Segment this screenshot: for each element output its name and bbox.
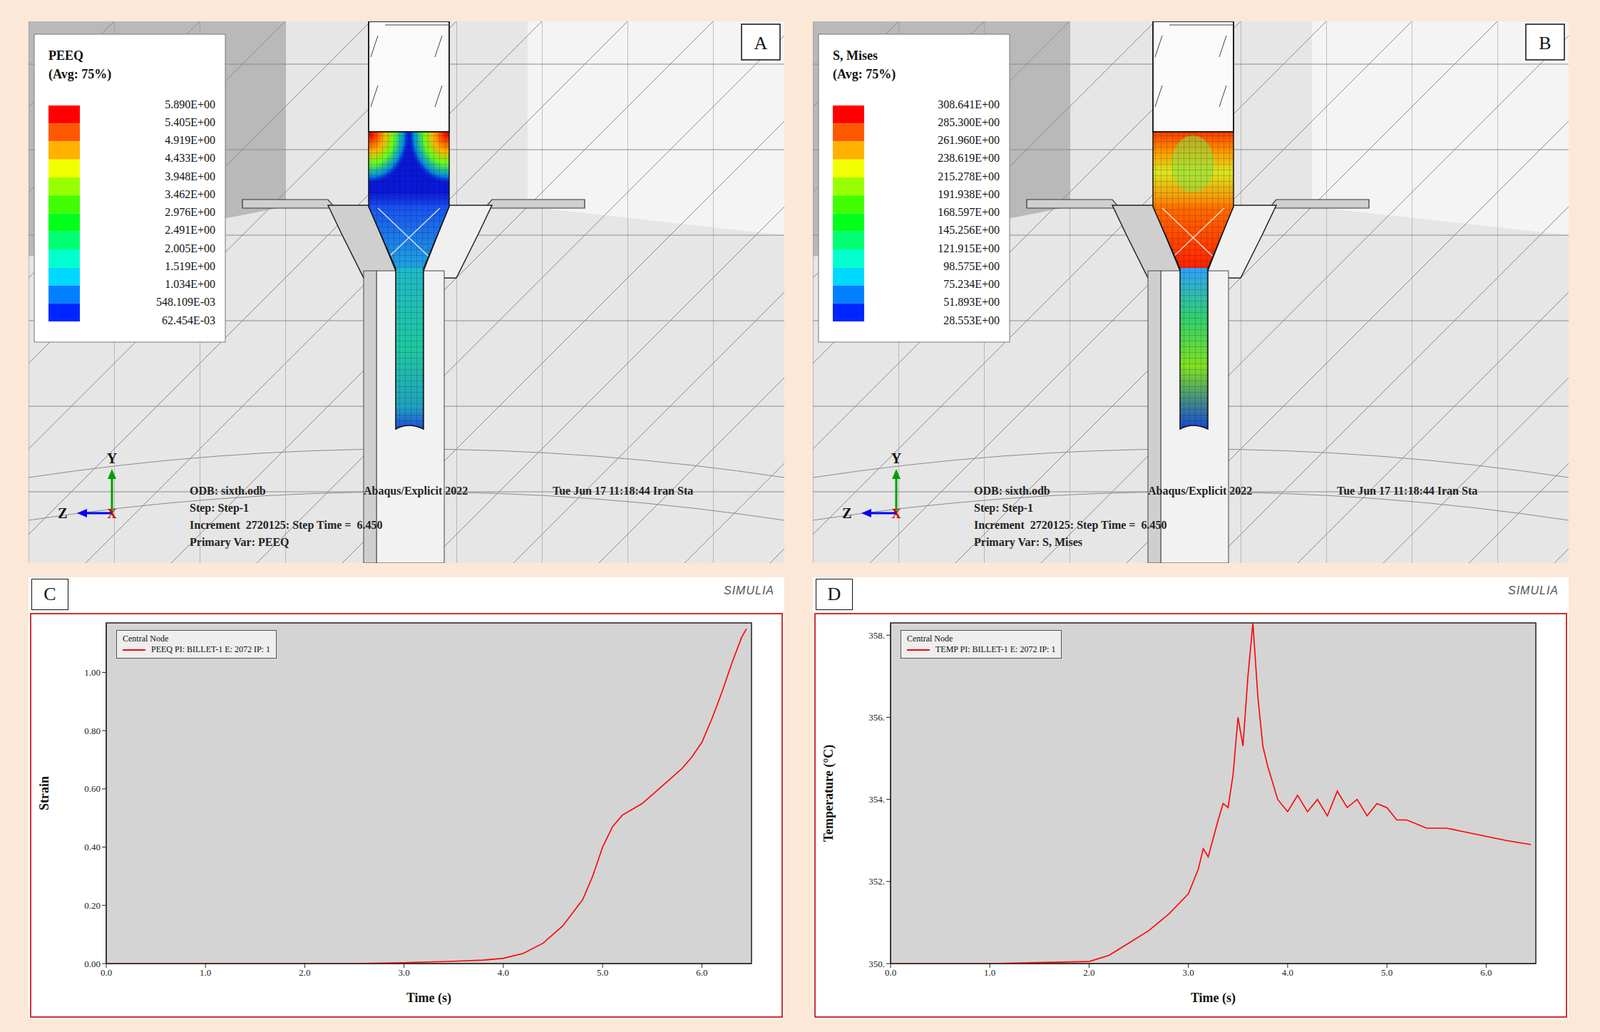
svg-text:2.491E+00: 2.491E+00 [164, 223, 216, 237]
svg-text:238.619E+00: 238.619E+00 [937, 151, 1000, 164]
svg-text:28.553E+00: 28.553E+00 [943, 314, 1000, 327]
svg-text:121.915E+00: 121.915E+00 [937, 242, 1000, 255]
svg-text:Step: Step-1: Step: Step-1 [189, 501, 249, 515]
svg-text:Tue Jun 17 11:18:44 Iran Sta: Tue Jun 17 11:18:44 Iran Sta [1336, 484, 1478, 497]
svg-text:3.462E+00: 3.462E+00 [164, 188, 216, 201]
svg-text:5.0: 5.0 [1381, 967, 1393, 979]
svg-text:3.948E+00: 3.948E+00 [164, 170, 216, 183]
svg-text:168.597E+00: 168.597E+00 [937, 206, 1000, 219]
svg-text:2.005E+00: 2.005E+00 [164, 242, 216, 255]
html-text:C: C [43, 583, 57, 605]
html-text:D: D [827, 583, 841, 605]
svg-text:Y: Y [106, 450, 118, 467]
svg-text:PEEQ: PEEQ [48, 48, 84, 63]
svg-text:Primary Var: S, Mises: Primary Var: S, Mises [973, 536, 1083, 550]
svg-text:62.454E-03: 62.454E-03 [161, 314, 216, 327]
html-text:SIMULIA: SIMULIA [723, 584, 775, 597]
svg-text:352.: 352. [868, 876, 885, 887]
svg-text:0.60: 0.60 [84, 783, 101, 795]
svg-text:1.0: 1.0 [983, 967, 996, 979]
svg-text:4.0: 4.0 [497, 967, 510, 979]
svg-text:6.0: 6.0 [1480, 967, 1492, 979]
svg-text:354.: 354. [868, 794, 885, 805]
svg-text:4.919E+00: 4.919E+00 [164, 134, 216, 147]
svg-text:2.0: 2.0 [1083, 967, 1095, 979]
svg-text:0.00: 0.00 [84, 959, 101, 970]
svg-text:(Avg: 75%): (Avg: 75%) [48, 67, 112, 82]
svg-text:Increment 2720125: Step Time: Increment 2720125: Step Time = 6.450 [973, 519, 1167, 532]
svg-text:S, Mises: S, Mises [832, 48, 878, 63]
svg-text:1.519E+00: 1.519E+00 [164, 260, 216, 273]
svg-text:Y: Y [891, 450, 902, 467]
html-text:Central Node: Central Node [122, 633, 169, 644]
svg-text:0.0: 0.0 [884, 967, 897, 979]
svg-text:261.960E+00: 261.960E+00 [937, 134, 1000, 147]
svg-text:1.00: 1.00 [84, 667, 101, 679]
html-text:TEMP PI: BILLET-1 E: 2072 IP:: TEMP PI: BILLET-1 E: 2072 IP: 1 [935, 644, 1056, 655]
svg-text:3.0: 3.0 [1182, 967, 1195, 979]
svg-text:215.278E+00: 215.278E+00 [937, 170, 1000, 183]
svg-text:0.80: 0.80 [84, 725, 101, 737]
svg-text:308.641E+00: 308.641E+00 [937, 98, 1000, 111]
svg-text:356.: 356. [868, 712, 885, 723]
svg-text:51.893E+00: 51.893E+00 [943, 295, 1000, 309]
svg-text:2.976E+00: 2.976E+00 [164, 206, 216, 219]
svg-text:5.0: 5.0 [596, 967, 609, 979]
svg-text:145.256E+00: 145.256E+00 [937, 223, 1000, 237]
svg-text:4.433E+00: 4.433E+00 [164, 151, 216, 164]
svg-text:5.405E+00: 5.405E+00 [164, 116, 216, 129]
svg-text:Time (s): Time (s) [1190, 991, 1236, 1007]
svg-text:X: X [891, 506, 902, 522]
html-text:SIMULIA: SIMULIA [1508, 584, 1559, 597]
svg-text:548.109E-03: 548.109E-03 [156, 295, 216, 309]
svg-text:B: B [1538, 32, 1551, 54]
svg-text:350.: 350. [868, 959, 885, 970]
svg-text:3.0: 3.0 [398, 967, 410, 979]
svg-text:X: X [107, 506, 117, 522]
svg-text:98.575E+00: 98.575E+00 [943, 260, 1000, 273]
svg-text:Temperature (°C): Temperature (°C) [821, 745, 837, 843]
svg-text:Strain: Strain [37, 776, 52, 811]
svg-text:2.0: 2.0 [298, 967, 311, 979]
svg-text:0.40: 0.40 [84, 842, 101, 853]
svg-text:Abaqus/Explicit 2022: Abaqus/Explicit 2022 [363, 484, 468, 498]
svg-text:Step: Step-1: Step: Step-1 [973, 501, 1034, 515]
svg-text:Z: Z [842, 505, 852, 522]
svg-text:6.0: 6.0 [695, 967, 708, 979]
svg-text:Z: Z [57, 505, 68, 522]
svg-text:5.890E+00: 5.890E+00 [164, 98, 216, 111]
svg-text:4.0: 4.0 [1281, 967, 1294, 979]
svg-text:Time (s): Time (s) [406, 991, 452, 1007]
svg-text:1.034E+00: 1.034E+00 [164, 278, 216, 291]
svg-text:191.938E+00: 191.938E+00 [937, 188, 1000, 201]
html-text:PEEQ PI: BILLET-1 E: 2072 IP:: PEEQ PI: BILLET-1 E: 2072 IP: 1 [151, 644, 271, 655]
svg-text:Increment 2720125: Step Time: Increment 2720125: Step Time = 6.450 [189, 519, 383, 532]
svg-text:0.20: 0.20 [84, 900, 101, 912]
svg-text:Tue Jun 17 11:18:44 Iran Sta: Tue Jun 17 11:18:44 Iran Sta [552, 484, 694, 497]
svg-text:ODB: sixth.odb: ODB: sixth.odb [973, 484, 1051, 497]
svg-text:Primary Var: PEEQ: Primary Var: PEEQ [189, 536, 290, 550]
svg-text:Abaqus/Explicit 2022: Abaqus/Explicit 2022 [1147, 484, 1253, 498]
svg-text:1.0: 1.0 [199, 967, 212, 979]
svg-text:A: A [754, 32, 768, 54]
svg-text:(Avg: 75%): (Avg: 75%) [832, 67, 896, 82]
svg-text:75.234E+00: 75.234E+00 [943, 278, 1000, 291]
svg-text:ODB: sixth.odb: ODB: sixth.odb [189, 484, 266, 497]
svg-text:358.: 358. [868, 630, 885, 641]
html-text:Central Node: Central Node [906, 633, 953, 644]
svg-text:0.0: 0.0 [100, 967, 112, 979]
svg-text:285.300E+00: 285.300E+00 [937, 116, 1000, 129]
